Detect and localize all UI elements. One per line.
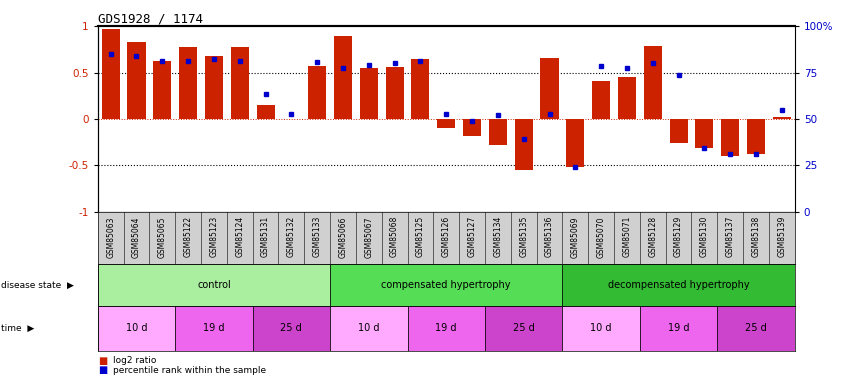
Bar bbox=[695, 119, 713, 148]
Text: 25 d: 25 d bbox=[280, 323, 303, 333]
Bar bbox=[230, 46, 249, 119]
Text: 25 d: 25 d bbox=[745, 323, 767, 333]
Bar bbox=[205, 56, 223, 119]
Bar bbox=[330, 264, 563, 306]
Text: GSM85123: GSM85123 bbox=[209, 216, 218, 257]
Bar bbox=[773, 117, 790, 119]
Bar bbox=[541, 58, 558, 119]
Bar bbox=[485, 306, 563, 351]
Text: 25 d: 25 d bbox=[513, 323, 535, 333]
Bar bbox=[407, 306, 485, 351]
Bar bbox=[128, 42, 145, 119]
Text: GSM85130: GSM85130 bbox=[700, 216, 709, 258]
Text: GSM85124: GSM85124 bbox=[235, 216, 244, 257]
Bar bbox=[670, 119, 688, 143]
Text: GSM85138: GSM85138 bbox=[751, 216, 761, 257]
Text: control: control bbox=[197, 280, 231, 290]
Text: GSM85069: GSM85069 bbox=[571, 216, 580, 258]
Text: GSM85067: GSM85067 bbox=[365, 216, 373, 258]
Bar bbox=[360, 68, 378, 119]
Text: GSM85133: GSM85133 bbox=[313, 216, 321, 258]
Text: log2 ratio: log2 ratio bbox=[113, 356, 156, 365]
Bar bbox=[566, 119, 584, 167]
Text: GSM85066: GSM85066 bbox=[338, 216, 348, 258]
Bar bbox=[411, 59, 429, 119]
Text: GSM85128: GSM85128 bbox=[649, 216, 657, 257]
Bar bbox=[252, 306, 330, 351]
Text: ■: ■ bbox=[98, 356, 107, 366]
Bar bbox=[179, 46, 197, 119]
Text: GSM85071: GSM85071 bbox=[622, 216, 632, 258]
Bar bbox=[592, 81, 610, 119]
Bar bbox=[717, 306, 795, 351]
Text: 10 d: 10 d bbox=[126, 323, 147, 333]
Bar bbox=[721, 119, 740, 156]
Bar bbox=[643, 46, 662, 119]
Text: GSM85134: GSM85134 bbox=[493, 216, 502, 258]
Text: GSM85125: GSM85125 bbox=[416, 216, 425, 257]
Text: GSM85139: GSM85139 bbox=[778, 216, 786, 258]
Bar bbox=[102, 29, 120, 119]
Text: GSM85129: GSM85129 bbox=[674, 216, 683, 257]
Text: compensated hypertrophy: compensated hypertrophy bbox=[382, 280, 511, 290]
Text: GSM85137: GSM85137 bbox=[726, 216, 734, 258]
Text: disease state  ▶: disease state ▶ bbox=[1, 280, 74, 290]
Bar bbox=[330, 306, 407, 351]
Text: time  ▶: time ▶ bbox=[1, 324, 34, 333]
Bar bbox=[747, 119, 765, 154]
Bar bbox=[257, 105, 275, 119]
Text: 19 d: 19 d bbox=[435, 323, 457, 333]
Bar bbox=[514, 119, 533, 170]
Bar bbox=[563, 264, 795, 306]
Text: GSM85064: GSM85064 bbox=[132, 216, 141, 258]
Text: GSM85126: GSM85126 bbox=[442, 216, 450, 257]
Bar bbox=[98, 264, 330, 306]
Bar bbox=[334, 36, 352, 119]
Bar bbox=[386, 67, 404, 119]
Text: 19 d: 19 d bbox=[668, 323, 689, 333]
Text: percentile rank within the sample: percentile rank within the sample bbox=[113, 366, 266, 375]
Bar bbox=[175, 306, 252, 351]
Text: 19 d: 19 d bbox=[203, 323, 224, 333]
Bar bbox=[640, 306, 717, 351]
Text: GSM85127: GSM85127 bbox=[468, 216, 477, 257]
Text: GSM85070: GSM85070 bbox=[597, 216, 606, 258]
Text: GSM85065: GSM85065 bbox=[158, 216, 167, 258]
Text: GSM85136: GSM85136 bbox=[545, 216, 554, 258]
Text: GSM85063: GSM85063 bbox=[106, 216, 115, 258]
Text: GSM85132: GSM85132 bbox=[286, 216, 296, 257]
Text: 10 d: 10 d bbox=[591, 323, 612, 333]
Bar bbox=[98, 306, 175, 351]
Text: ■: ■ bbox=[98, 366, 107, 375]
Bar bbox=[563, 306, 640, 351]
Text: decompensated hypertrophy: decompensated hypertrophy bbox=[608, 280, 750, 290]
Text: GSM85135: GSM85135 bbox=[519, 216, 528, 258]
Text: 10 d: 10 d bbox=[358, 323, 380, 333]
Bar bbox=[618, 77, 636, 119]
Bar bbox=[153, 61, 172, 119]
Bar bbox=[489, 119, 507, 145]
Bar bbox=[463, 119, 481, 136]
Text: GSM85122: GSM85122 bbox=[184, 216, 193, 257]
Text: GSM85068: GSM85068 bbox=[390, 216, 400, 258]
Bar bbox=[437, 119, 456, 128]
Text: GDS1928 / 1174: GDS1928 / 1174 bbox=[98, 12, 203, 25]
Bar bbox=[309, 66, 326, 119]
Text: GSM85131: GSM85131 bbox=[261, 216, 270, 257]
